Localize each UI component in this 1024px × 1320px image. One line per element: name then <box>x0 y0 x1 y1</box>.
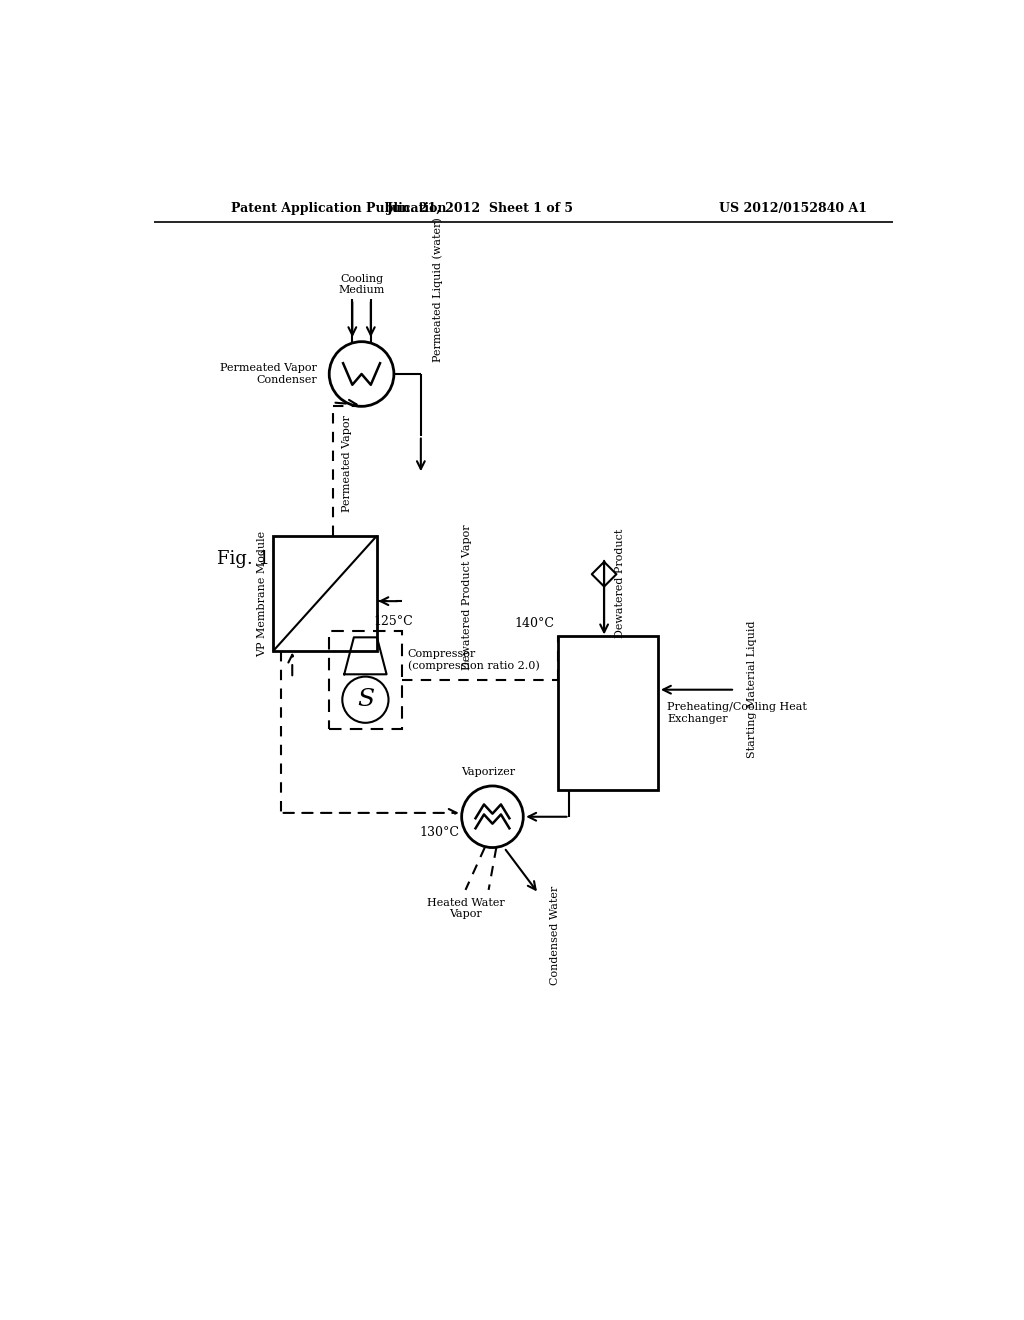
Text: S: S <box>356 688 374 711</box>
Text: 125°C: 125°C <box>373 615 413 628</box>
Text: Vaporizer: Vaporizer <box>462 767 516 776</box>
Text: Starting Material Liquid: Starting Material Liquid <box>746 620 757 759</box>
Text: Jun. 21, 2012  Sheet 1 of 5: Jun. 21, 2012 Sheet 1 of 5 <box>387 202 574 215</box>
Text: US 2012/0152840 A1: US 2012/0152840 A1 <box>719 202 866 215</box>
Text: VP Membrane Module: VP Membrane Module <box>257 531 267 656</box>
Text: Fig. 1: Fig. 1 <box>217 550 269 568</box>
Bar <box>558 636 658 789</box>
Text: Preheating/Cooling Heat
Exchanger: Preheating/Cooling Heat Exchanger <box>668 702 807 723</box>
Text: Permeated Liquid (water): Permeated Liquid (water) <box>432 218 443 363</box>
Text: Dewatered Product: Dewatered Product <box>614 529 625 638</box>
Text: 140°C: 140°C <box>514 616 554 630</box>
Text: Heated Water
Vapor: Heated Water Vapor <box>427 898 505 919</box>
Text: Permeated Vapor
Condenser: Permeated Vapor Condenser <box>220 363 316 385</box>
Text: Patent Application Publication: Patent Application Publication <box>230 202 446 215</box>
Text: Permeated Vapor: Permeated Vapor <box>342 414 352 512</box>
Text: Condensed Water: Condensed Water <box>550 886 560 985</box>
Bar <box>329 631 402 729</box>
Text: Cooling
Medium: Cooling Medium <box>338 273 385 296</box>
Text: Compressor
(compression ratio 2.0): Compressor (compression ratio 2.0) <box>408 648 540 671</box>
Text: Dewatered Product Vapor: Dewatered Product Vapor <box>462 524 472 671</box>
Bar <box>273 536 377 651</box>
Text: 130°C: 130°C <box>419 825 460 838</box>
